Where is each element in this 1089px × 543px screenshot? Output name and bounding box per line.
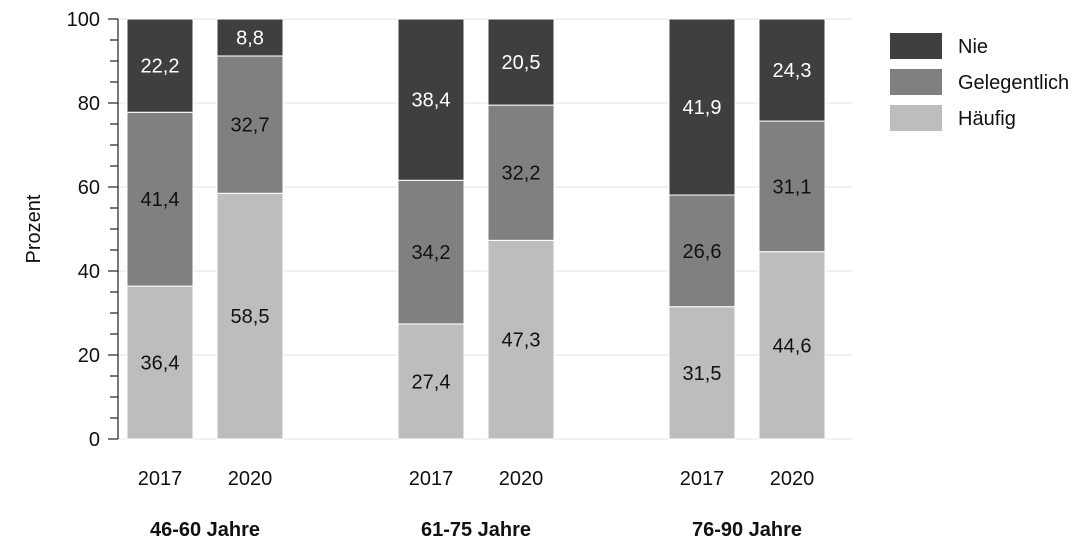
bar-segment-nie-1 <box>216 18 284 57</box>
legend-label-gelegentlich: Gelegentlich <box>958 72 1069 94</box>
data-label-nie-1: 8,8 <box>236 27 264 49</box>
legend-swatch-nie <box>890 33 942 59</box>
data-label-häufig-4: 31,5 <box>683 363 722 385</box>
bar-segment-nie-0 <box>126 18 194 113</box>
bar-segment-nie-2 <box>397 18 465 181</box>
data-label-häufig-2: 27,4 <box>412 371 451 393</box>
data-label-gelegentlich-0: 41,4 <box>141 189 180 211</box>
y-tick-label-100: 100 <box>67 9 100 31</box>
bar-segment-gelegentlich-3 <box>487 104 555 241</box>
legend-label-nie: Nie <box>958 36 988 58</box>
data-label-häufig-1: 58,5 <box>231 306 270 328</box>
legend-swatch-gelegentlich <box>890 69 942 95</box>
data-label-häufig-0: 36,4 <box>141 353 180 375</box>
legend-label-häufig: Häufig <box>958 108 1016 130</box>
x-tick-label-4: 2017 <box>680 468 725 490</box>
bar-segment-häufig-3 <box>487 239 555 440</box>
data-label-gelegentlich-2: 34,2 <box>412 242 451 264</box>
legend-swatch-häufig <box>890 105 942 131</box>
y-tick-label-80: 80 <box>78 93 100 115</box>
y-tick-label-60: 60 <box>78 177 100 199</box>
x-tick-label-0: 2017 <box>138 468 183 490</box>
y-axis: 0 20 40 60 80 100 <box>67 9 119 451</box>
data-label-nie-0: 22,2 <box>141 56 180 78</box>
bar-segment-gelegentlich-4 <box>668 194 736 308</box>
bar-segment-gelegentlich-0 <box>126 111 194 287</box>
data-label-häufig-3: 47,3 <box>502 330 541 352</box>
y-tick-label-20: 20 <box>78 345 100 367</box>
bar-segment-nie-4 <box>668 18 736 196</box>
data-label-häufig-5: 44,6 <box>773 335 812 357</box>
y-tick-label-40: 40 <box>78 261 100 283</box>
group-label-2: 76-90 Jahre <box>692 519 802 541</box>
group-label-1: 61-75 Jahre <box>421 519 531 541</box>
bar-segment-gelegentlich-1 <box>216 55 284 194</box>
x-tick-label-5: 2020 <box>770 468 815 490</box>
bar-segment-häufig-5 <box>758 251 826 440</box>
bars: 36,4 41,4 22,2 58,5 32,7 8,8 27,4 34,2 38,4 47,3 3… <box>126 18 826 440</box>
data-label-gelegentlich-5: 31,1 <box>773 176 812 198</box>
data-label-nie-5: 24,3 <box>773 60 812 82</box>
bar-segment-gelegentlich-5 <box>758 120 826 253</box>
bar-segment-nie-5 <box>758 18 826 122</box>
data-label-nie-3: 20,5 <box>502 52 541 74</box>
data-label-nie-4: 41,9 <box>683 97 722 119</box>
group-label-0: 46-60 Jahre <box>150 519 260 541</box>
x-tick-label-3: 2020 <box>499 468 544 490</box>
data-label-nie-2: 38,4 <box>412 90 451 112</box>
data-label-gelegentlich-1: 32,7 <box>231 115 270 137</box>
bar-segment-nie-3 <box>487 18 555 106</box>
bar-segment-häufig-0 <box>126 285 194 440</box>
bar-segment-häufig-2 <box>397 323 465 440</box>
x-tick-label-2: 2017 <box>409 468 454 490</box>
y-axis-label: Prozent <box>23 194 45 263</box>
bar-segment-gelegentlich-2 <box>397 179 465 325</box>
bar-segment-häufig-4 <box>668 306 736 440</box>
data-label-gelegentlich-4: 26,6 <box>683 241 722 263</box>
x-axis-labels: 2017 2020 46-60 Jahre 2017 2020 61-75 Jahre 20… <box>138 468 815 541</box>
x-tick-label-1: 2020 <box>228 468 273 490</box>
y-tick-label-0: 0 <box>89 429 100 451</box>
legend: Nie Gelegentlich Häufig <box>890 33 1069 131</box>
data-label-gelegentlich-3: 32,2 <box>502 163 541 185</box>
